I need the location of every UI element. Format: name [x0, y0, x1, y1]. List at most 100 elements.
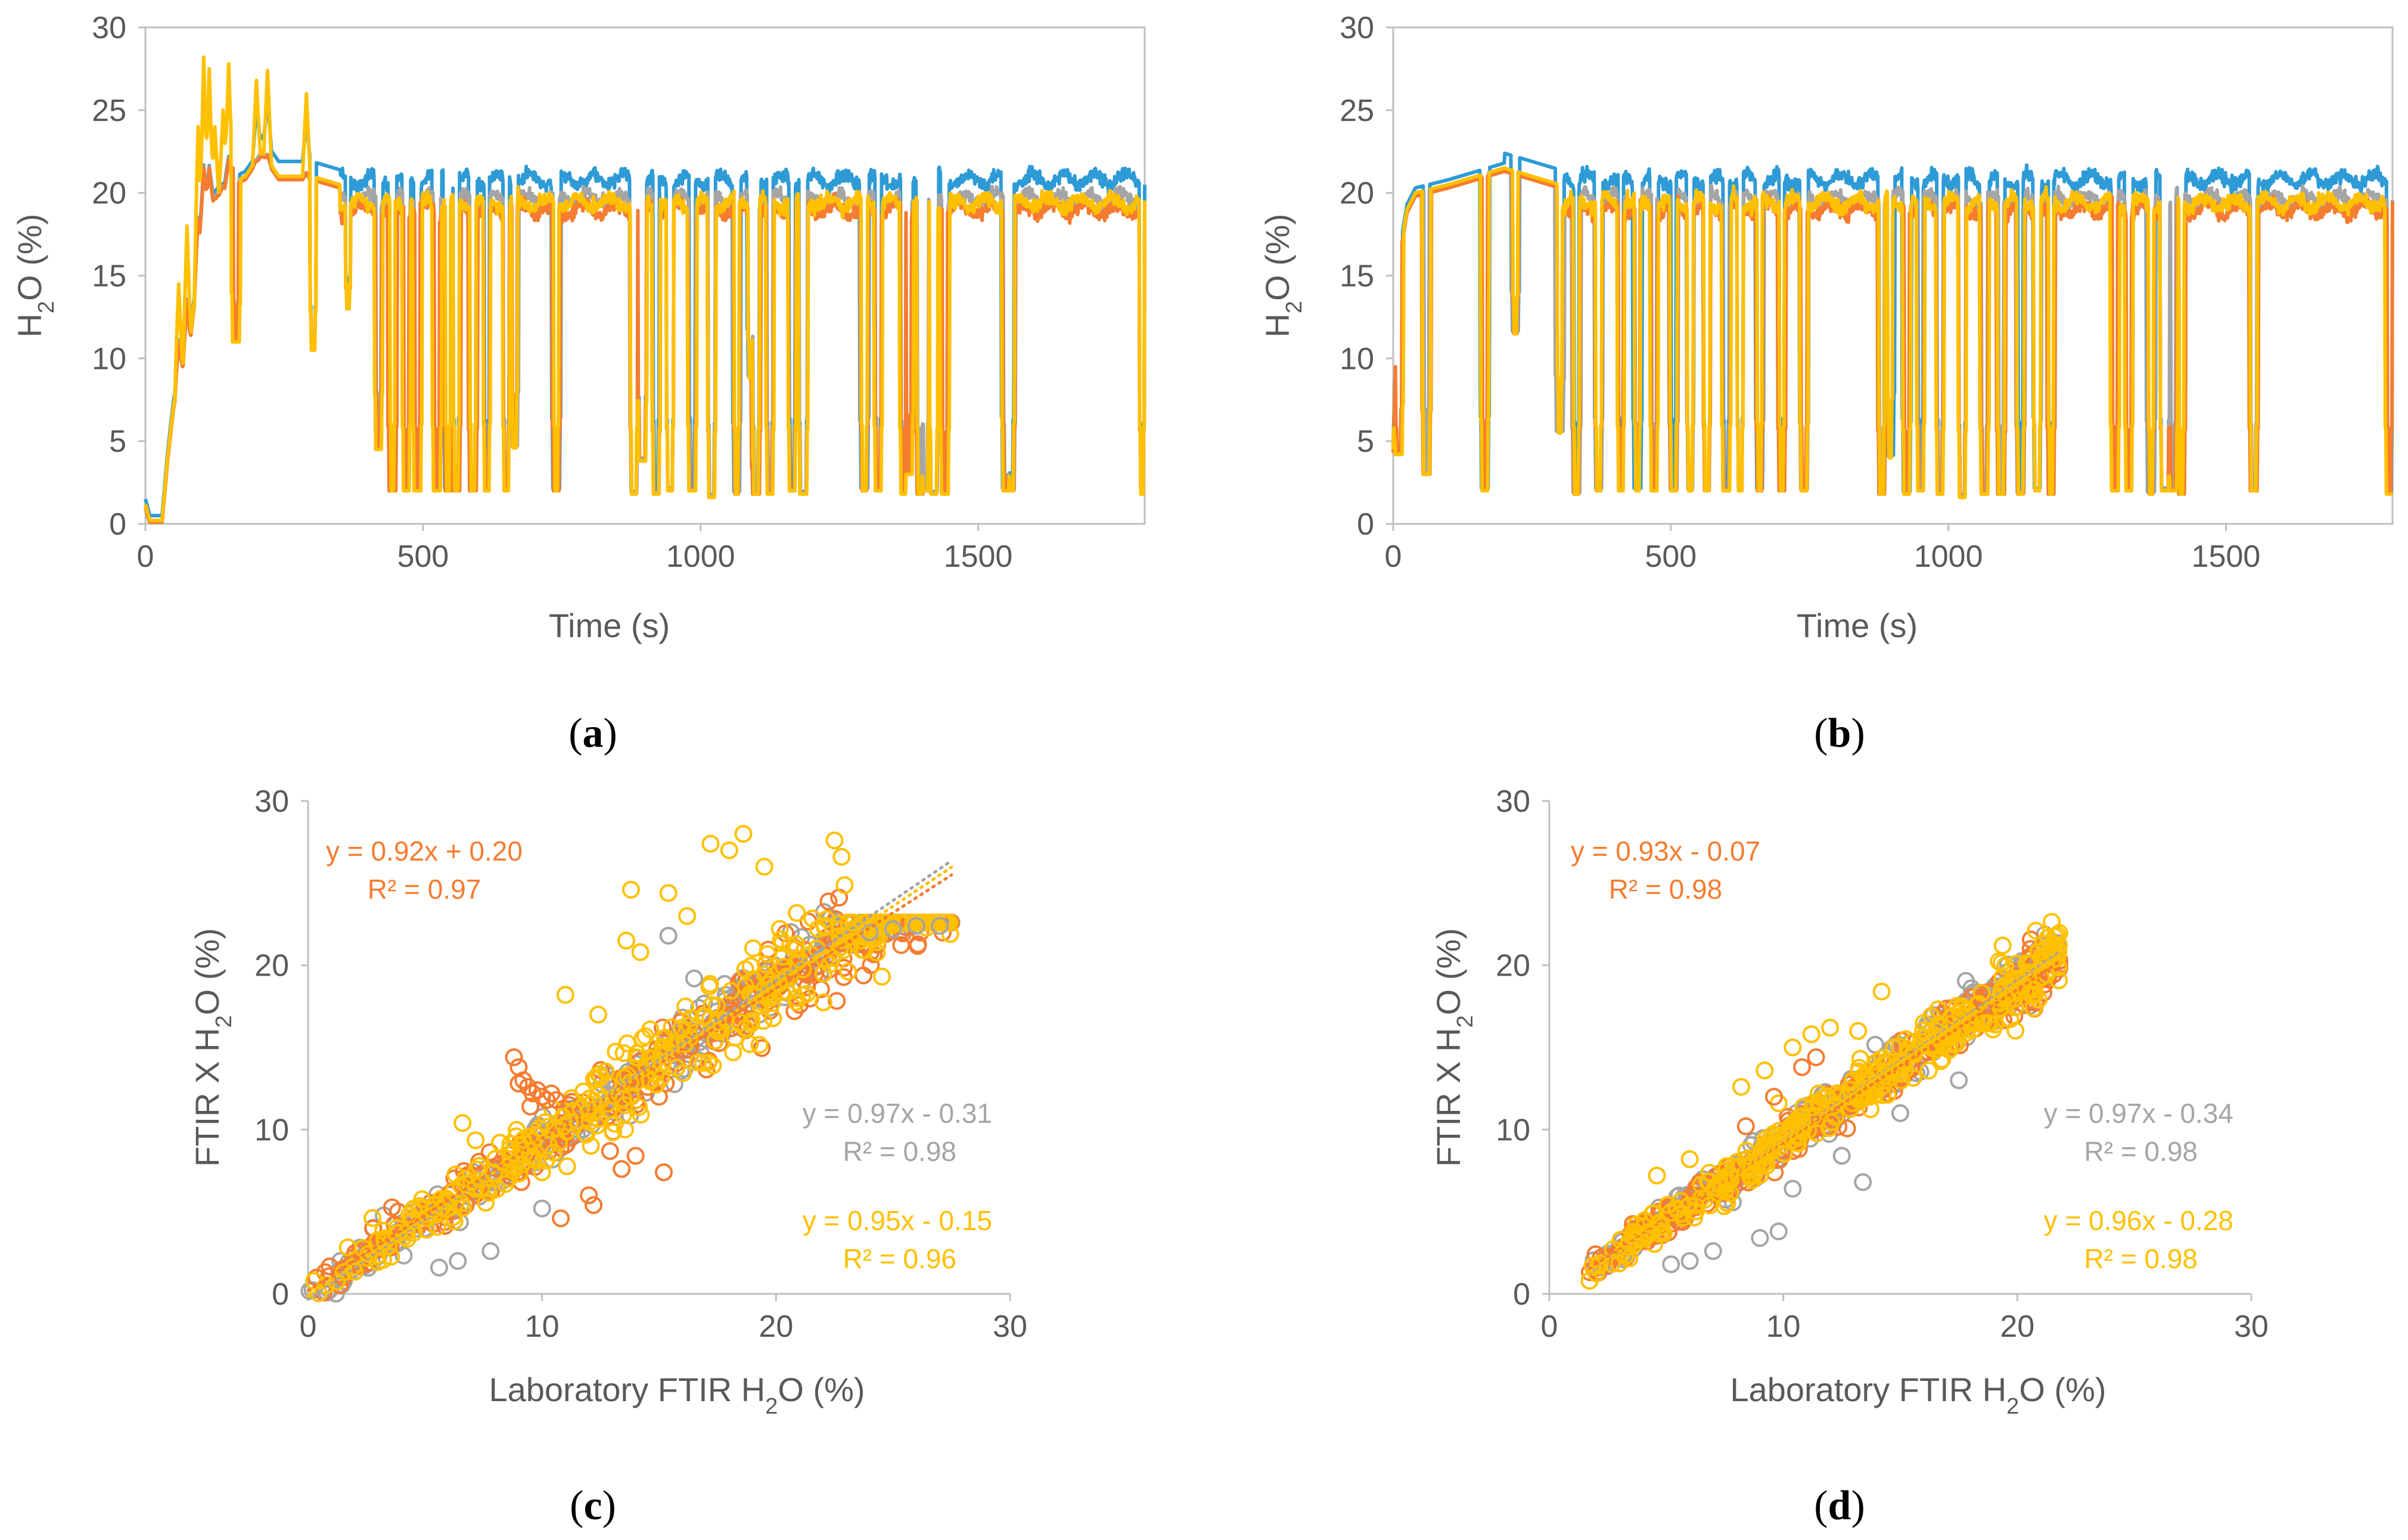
scatter-point [338, 1238, 357, 1256]
scatter-point [533, 1199, 551, 1218]
scatter-point [1793, 1107, 1812, 1125]
scatter-point [757, 955, 775, 973]
y-tick-label: 30 [254, 784, 289, 819]
scatter-point [674, 1064, 692, 1082]
scatter-point [2024, 999, 2043, 1017]
equation-line: y = 0.95x - 0.15 [803, 1205, 992, 1236]
scatter-point [508, 1120, 526, 1139]
scatter-point [428, 1218, 446, 1236]
scatter-point [680, 1016, 698, 1035]
scatter-point [1841, 1100, 1860, 1118]
series-line-yellow [144, 55, 1146, 523]
scatter-point [309, 1284, 328, 1302]
trend-equation-yellow: y = 0.96x - 0.28 R² = 0.98 [2044, 1205, 2233, 1274]
y-tick-label: 30 [92, 11, 126, 45]
x-tick-label: 10 [1766, 1309, 1801, 1344]
scatter-point [1992, 954, 2011, 972]
scatter-point [1810, 1084, 1828, 1103]
scatter-point [1849, 1022, 1868, 1040]
x-tick-label: 1000 [666, 539, 735, 574]
series-group-b [1391, 151, 2394, 499]
scatter-point [605, 1114, 624, 1133]
scatter-point [685, 969, 703, 988]
equation-line: y = 0.92x + 0.20 [326, 836, 523, 867]
scatter-point [1940, 1041, 1959, 1059]
scatter-point [574, 1082, 592, 1101]
scatter-point [486, 1150, 505, 1168]
scatter-point [1948, 996, 1966, 1015]
scatter-point [1807, 1048, 1825, 1066]
scatter-point [734, 825, 753, 843]
scatter-point [1993, 936, 2012, 955]
scatter-point [764, 1009, 782, 1027]
scatter-point [453, 1114, 472, 1132]
scatter-point [470, 1157, 489, 1175]
scatter-point [1872, 982, 1891, 1001]
scatter-point [737, 977, 755, 996]
scatter-point [659, 884, 678, 902]
scatter-point [507, 1127, 526, 1145]
scatter-point [1862, 1100, 1879, 1119]
y-axis-label-main: FTIR X H [188, 1028, 226, 1167]
scatter-point [2050, 971, 2068, 989]
y-tick-label: 10 [1340, 341, 1374, 376]
x-tick-label: 30 [2234, 1309, 2269, 1344]
scatter-point [828, 992, 846, 1010]
scatter-point [1851, 1050, 1869, 1068]
scatter-point [1878, 1086, 1897, 1104]
scatter-point [368, 1253, 387, 1271]
scatter-point [825, 831, 844, 850]
x-axis-label-tail: O (%) [2019, 1371, 2106, 1408]
scatter-point [1919, 1061, 1938, 1080]
scatter-point [1704, 1242, 1722, 1260]
scatter-point [614, 1044, 633, 1062]
x-axis-label: Laboratory FTIR H2O (%) [489, 1371, 865, 1419]
scatter-point [650, 1088, 668, 1106]
scatter-point [622, 880, 640, 899]
x-tick-label: 30 [993, 1309, 1027, 1344]
scatter-point [1810, 1093, 1828, 1111]
scatter-point [1914, 1022, 1932, 1040]
series-line-yellow [1391, 166, 2394, 499]
trend-equation-gray: y = 0.97x - 0.31 R² = 0.98 [803, 1098, 992, 1167]
y-axis-label-main: H [1259, 313, 1296, 337]
scatter-point [383, 1198, 401, 1216]
x-tick-label: 1500 [2192, 539, 2261, 574]
x-axis-label-subscript: 2 [2006, 1394, 2019, 1419]
scatter-point [778, 983, 797, 1001]
y-tick-label: 30 [1496, 784, 1530, 819]
scatter-point [1784, 1179, 1802, 1198]
y-tick-label: 20 [1496, 949, 1530, 983]
r-squared: R² = 0.97 [368, 874, 481, 905]
scatter-point [787, 989, 806, 1007]
scatter-point [627, 1044, 646, 1063]
scatter-point [2006, 998, 2024, 1017]
scatter-point [694, 1007, 713, 1026]
scatter-point [803, 909, 822, 928]
scatter-point [864, 914, 883, 932]
scatter-point [599, 1075, 617, 1094]
scatter-point [626, 1147, 645, 1165]
scatter-point [676, 1035, 694, 1053]
scatter-point [835, 876, 854, 895]
scatter-point [481, 1242, 500, 1260]
x-axis-label-tail: O (%) [778, 1371, 865, 1408]
y-tick-label: 20 [1340, 176, 1374, 211]
panel-label: (c) [570, 1483, 616, 1529]
x-tick-label: 0 [137, 539, 154, 574]
y-axis-label-subscript: 2 [34, 301, 59, 313]
scatter-point [1950, 1071, 1968, 1089]
y-tick-label: 15 [92, 259, 126, 294]
y-axis-label-subscript: 2 [1282, 301, 1307, 313]
scatter-point [907, 917, 925, 935]
panel-label-letter: c [583, 1483, 602, 1529]
labels-d: Laboratory FTIR H2O (%)FTIR X H2O (%)(d) [1430, 928, 2106, 1529]
y-axis-label-subscript: 2 [1453, 1015, 1478, 1027]
scatter-point [701, 834, 720, 853]
scatter-point [547, 1091, 566, 1109]
series-group-a [144, 55, 1146, 524]
scatter-point [1765, 1088, 1783, 1106]
equation-line: y = 0.97x - 0.31 [803, 1098, 992, 1129]
y-axis-label-main: H [11, 313, 48, 337]
